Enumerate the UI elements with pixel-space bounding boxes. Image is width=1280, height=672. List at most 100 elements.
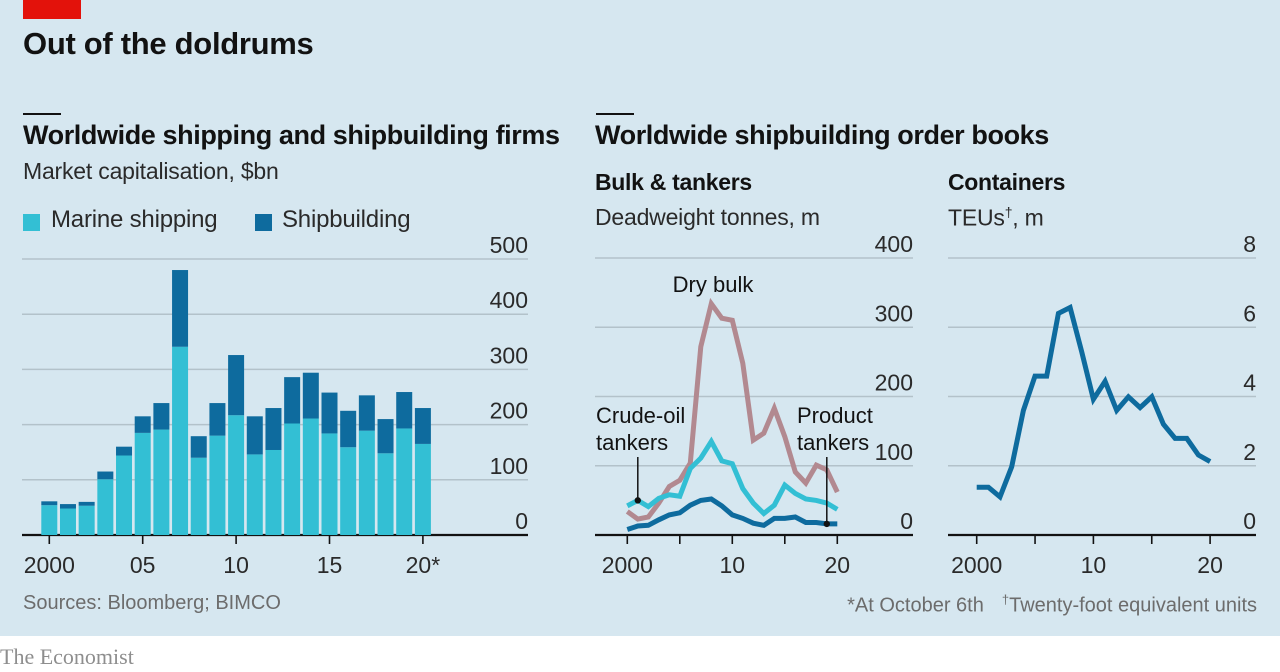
- footnotes: *At October 6th †Twenty-foot equivalent u…: [847, 592, 1257, 618]
- bar-marine-shipping: [78, 505, 95, 535]
- bar-marine-shipping: [377, 453, 394, 535]
- bar-marine-shipping: [228, 415, 245, 535]
- bulk-y-tick-label: 200: [875, 370, 913, 396]
- annotation-product-line1: Product: [797, 403, 873, 428]
- bar-marine-shipping: [59, 508, 76, 535]
- bar-shipbuilding: [358, 395, 375, 431]
- market-cap-x-tick-label: 15: [317, 552, 343, 578]
- containers-chart-title: Containers: [948, 169, 1066, 195]
- bar-shipbuilding: [116, 446, 133, 456]
- footnote-dagger: Twenty-foot equivalent units: [1009, 594, 1257, 617]
- market-cap-y-tick-label: 0: [515, 508, 528, 534]
- bar-marine-shipping: [172, 346, 189, 535]
- bar-shipbuilding: [134, 416, 151, 433]
- bar-marine-shipping: [153, 429, 170, 535]
- bar-shipbuilding: [246, 416, 263, 455]
- bulk-x-tick-label: 10: [720, 552, 746, 578]
- bar-marine-shipping: [134, 432, 151, 535]
- line-product-tankers: [626, 496, 838, 532]
- bar-marine-shipping: [246, 454, 263, 535]
- left-chart-subtitle: Market capitalisation, $bn: [23, 158, 279, 184]
- containers-y-tick-label: 6: [1243, 300, 1256, 326]
- annotation-product-line2: tankers: [797, 430, 869, 455]
- bar-shipbuilding: [396, 392, 413, 429]
- bar-marine-shipping: [284, 423, 301, 535]
- main-title: Out of the doldrums: [23, 26, 314, 61]
- market-cap-x-tick-label: 20*: [406, 552, 441, 578]
- containers-x-tick-label: 20: [1197, 552, 1223, 578]
- footnote-dagger-mark: †: [1001, 592, 1010, 607]
- market-cap-y-tick-label: 500: [490, 232, 528, 258]
- bulk-y-tick-label: 100: [875, 439, 913, 465]
- containers-y-tick-label: 8: [1243, 231, 1256, 257]
- bar-shipbuilding: [190, 436, 207, 458]
- bar-marine-shipping: [340, 447, 357, 535]
- bar-shipbuilding: [97, 471, 114, 480]
- bar-shipbuilding: [59, 504, 76, 509]
- bar-marine-shipping: [414, 443, 431, 535]
- bar-shipbuilding: [172, 270, 189, 347]
- footnote-star: *At October 6th: [847, 594, 984, 617]
- containers-y-tick-label: 4: [1243, 370, 1256, 396]
- annotation-crude-oil-line1: Crude-oil: [596, 403, 685, 428]
- bar-marine-shipping: [209, 435, 226, 535]
- containers-y-tick-label: 2: [1243, 439, 1256, 465]
- bar-marine-shipping: [321, 433, 338, 535]
- right-chart-title: Worldwide shipbuilding order books: [595, 120, 1049, 150]
- containers-subtitle-main: TEUs: [948, 204, 1005, 231]
- containers-x-tick-label: 10: [1081, 552, 1107, 578]
- containers-y-tick-label: 0: [1243, 508, 1256, 534]
- bulk-y-tick-label: 0: [900, 508, 913, 534]
- bar-shipbuilding: [209, 403, 226, 436]
- market-cap-x-tick-label: 10: [223, 552, 249, 578]
- containers-subtitle-tail: , m: [1012, 204, 1044, 231]
- bar-shipbuilding: [377, 419, 394, 454]
- legend-swatch-marine-shipping: [23, 214, 40, 231]
- dagger-mark: †: [1004, 204, 1013, 220]
- product-pointer-dot: [823, 520, 830, 528]
- bar-shipbuilding: [153, 403, 170, 430]
- market-cap-chart: 0 100 200 300 400 500 2000 05 10 15 20*: [22, 232, 528, 578]
- annotation-crude-oil-line2: tankers: [596, 430, 668, 455]
- containers-x-tick-label: 2000: [951, 552, 1002, 578]
- legend-label-shipbuilding: Shipbuilding: [282, 206, 411, 233]
- bar-marine-shipping: [358, 430, 375, 535]
- market-cap-x-tick-label: 2000: [24, 552, 75, 578]
- bar-shipbuilding: [265, 408, 282, 450]
- bar-marine-shipping: [190, 457, 207, 535]
- bulk-chart-subtitle: Deadweight tonnes, m: [595, 204, 820, 230]
- bar-shipbuilding: [340, 410, 357, 448]
- bar-marine-shipping: [396, 428, 413, 535]
- legend-swatch-shipbuilding: [255, 214, 272, 231]
- bulk-y-tick-label: 300: [875, 300, 913, 326]
- bar-shipbuilding: [302, 372, 319, 419]
- bar-shipbuilding: [284, 377, 301, 424]
- legend-label-marine-shipping: Marine shipping: [51, 206, 218, 233]
- bulk-x-tick-label: 20: [825, 552, 851, 578]
- brand-logo-text: The Economist: [0, 644, 134, 669]
- bulk-x-tick-label: 2000: [602, 552, 653, 578]
- bar-shipbuilding: [228, 355, 245, 416]
- market-cap-x-tick-label: 05: [130, 552, 156, 578]
- left-chart-title: Worldwide shipping and shipbuilding firm…: [23, 120, 560, 150]
- containers-chart-subtitle: TEUs†, m: [948, 204, 1044, 232]
- market-cap-y-tick-label: 100: [490, 453, 528, 479]
- market-cap-y-tick-label: 300: [490, 342, 528, 368]
- bar-marine-shipping: [97, 479, 114, 535]
- bar-shipbuilding: [321, 392, 338, 434]
- line-crude-oil-tankers: [626, 436, 839, 517]
- source-note: Sources: Bloomberg; BIMCO: [23, 592, 281, 614]
- bar-shipbuilding: [78, 501, 95, 506]
- bulk-y-tick-label: 400: [875, 231, 913, 257]
- bar-marine-shipping: [265, 449, 282, 535]
- title-rule-left: [23, 113, 61, 115]
- bar-shipbuilding: [414, 408, 431, 444]
- bar-marine-shipping: [116, 455, 133, 535]
- annotation-dry-bulk: Dry bulk: [673, 272, 755, 297]
- bar-marine-shipping: [302, 418, 319, 535]
- market-cap-y-tick-label: 200: [490, 398, 528, 424]
- crude-oil-pointer-dot: [634, 497, 641, 504]
- line-containers: [976, 303, 1212, 502]
